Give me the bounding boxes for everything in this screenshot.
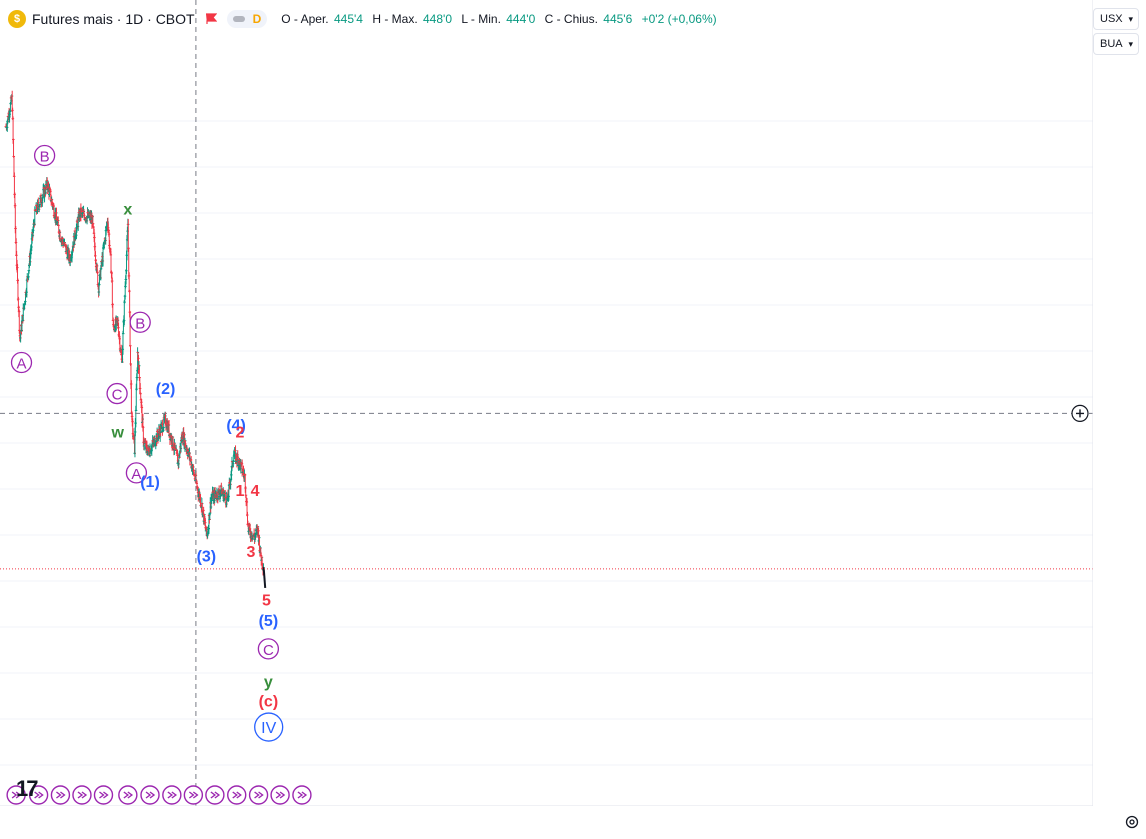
chevron-down-icon: ▾ [1128,13,1133,24]
close-label: C - Chius. [544,12,598,26]
wave-label: (c) [259,694,279,711]
event-marker-arrow-icon [297,791,308,799]
wave-label-circle [106,382,128,405]
wave-label: (1) [140,474,160,491]
wave-label: A [131,466,141,483]
event-marker-arrow-icon [210,791,221,799]
unit-label: BUA [1100,38,1123,50]
open-label: O - Aper. [281,12,329,26]
wave-label: B [40,149,50,166]
chart-legend: $ Futures mais · 1D · CBOT D O - Aper. 4… [8,9,723,29]
wave-label: A [17,356,27,373]
event-marker-arrow-icon [188,791,199,799]
wave-label: 5 [262,592,271,609]
open-value: 445'4 [333,12,363,26]
event-marker-arrow-icon [275,791,286,799]
status-dot-icon [232,16,245,22]
wave-label: 3 [247,544,256,561]
symbol-logo-icon[interactable]: $ [8,10,26,28]
wave-label: IV [261,720,276,737]
unit-select[interactable]: BUA ▾ [1093,33,1139,55]
event-marker-arrow-icon [232,791,242,799]
change-value: +0'2 (+0,06%) [641,12,717,26]
wave-label: y [264,674,273,691]
wave-label: (3) [197,549,217,566]
wave-label: x [123,201,132,218]
chart-plot-area[interactable]: 120'0160'0200'0240'0280'0320'0360'0400'0… [0,0,1093,806]
event-marker-arrow-icon [77,791,88,799]
low-value: 444'0 [506,12,536,26]
symbol-title[interactable]: Futures mais · 1D · CBOT [32,11,195,27]
gear-icon[interactable] [1124,814,1140,830]
event-marker-arrow-icon [123,791,134,799]
wave-label-circle [125,462,148,484]
wave-label: (4) [226,418,246,435]
event-marker-arrow-icon [99,791,109,799]
event-marker-arrow-icon [11,791,22,799]
event-marker-arrow-icon [145,791,156,799]
price-chart[interactable]: 120'0160'0200'0240'0280'0320'0360'0400'0… [0,0,1093,806]
low-label: L - Min. [461,12,501,26]
high-value: 448'0 [423,12,452,26]
wave-label-circle [129,311,151,333]
wave-label: (2) [156,381,176,398]
wave-label-circle [33,144,56,167]
currency-label: USX [1100,13,1123,25]
wave-label: (5) [259,613,279,630]
event-marker-arrow-icon [254,791,264,799]
wave-label: 4 [251,483,260,500]
wave-label: B [135,315,145,332]
wave-label: w [110,425,124,442]
plus-icon [1076,409,1084,418]
high-label: H - Max. [372,12,418,26]
currency-select[interactable]: USX ▾ [1093,8,1139,30]
tradingview-logo-icon[interactable]: 17 [16,776,39,801]
event-marker-arrow-icon [167,791,178,799]
wave-label-circle [254,712,284,742]
chevron-down-icon: ▾ [1128,38,1133,49]
wave-label: C [112,387,123,404]
wave-label-circle [257,638,280,660]
wave-label: 2 [235,425,244,442]
projection-line [262,567,267,588]
event-marker-arrow-icon [34,791,44,799]
ohlc-values: O - Aper. 445'4 H - Max. 448'0 L - Min. … [281,12,722,26]
market-status-pill[interactable]: D [226,10,268,28]
data-mode-letter: D [252,12,262,26]
wave-label-circle [10,351,33,374]
event-marker-arrow-icon [56,791,66,799]
wave-label: C [263,642,274,659]
close-value: 445'6 [603,12,633,26]
flag-icon[interactable] [205,13,217,25]
wave-label: 1 [235,483,244,500]
